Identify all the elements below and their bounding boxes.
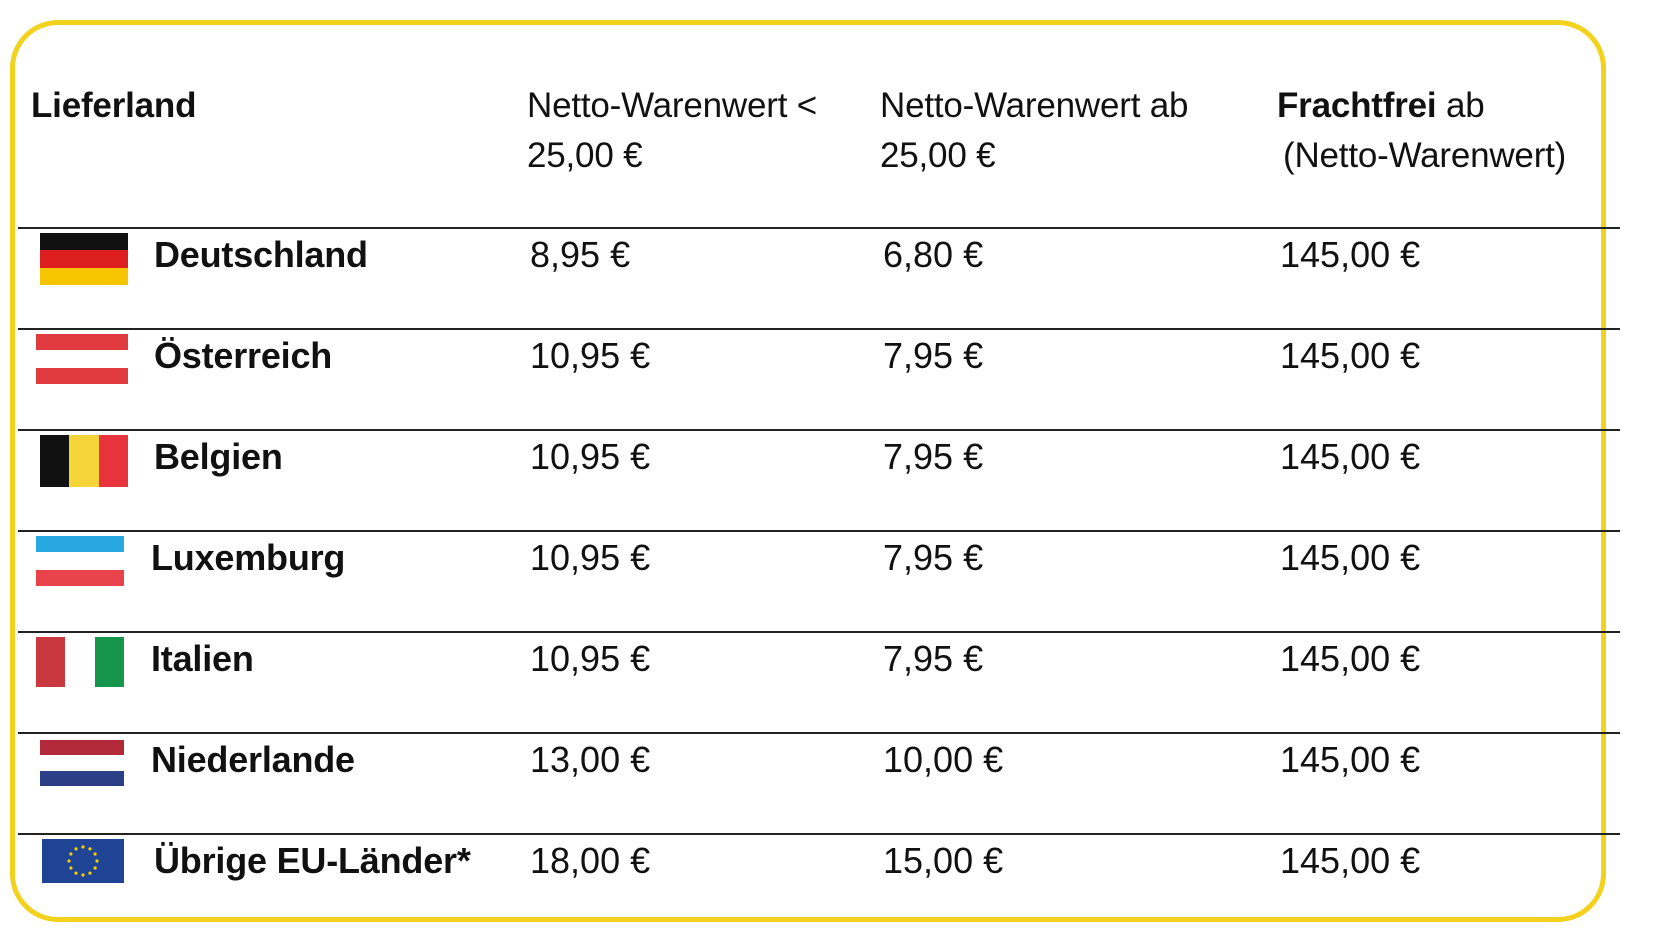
italy-flag-icon [36,637,124,687]
frachtfrei-value: 145,00 € [1280,840,1421,881]
netherlands-flag-icon [40,740,124,786]
price-ab-25: 7,95 € [883,436,984,477]
frachtfrei-value: 145,00 € [1280,537,1421,578]
country-name: Belgien [154,436,283,477]
eu-flag-svg [42,839,124,883]
country-name: Österreich [154,335,333,376]
header-frachtfrei: Frachtfrei ab (Netto-Warenwert) [1277,86,1567,175]
austria-flag-icon [36,334,128,384]
frachtfrei-value: 145,00 € [1280,335,1421,376]
header-netto-ab-25: Netto-Warenwert ab 25,00 € [880,86,1189,175]
belgium-flag-icon [40,435,128,487]
eu-flag-icon [42,839,124,883]
country-name: Niederlande [151,739,355,780]
price-lt-25: 10,95 € [530,638,651,679]
germany-flag-icon [40,233,128,285]
price-lt-25: 10,95 € [530,335,651,376]
table-row: Österreich 10,95 € 7,95 € 145,00 € [18,328,1620,431]
price-ab-25: 10,00 € [883,739,1004,780]
price-ab-25: 6,80 € [883,234,984,275]
luxembourg-flag-icon [36,536,124,586]
table-header: Lieferland Netto-Warenwert < 25,00 € Net… [15,25,1601,227]
price-lt-25: 13,00 € [530,739,651,780]
country-name: Italien [151,638,254,679]
header-lieferland: Lieferland [31,86,197,125]
country-name: Übrige EU-Länder* [154,840,471,881]
frachtfrei-value: 145,00 € [1280,739,1421,780]
table-row: Übrige EU-Länder* 18,00 € 15,00 € 145,00… [18,833,1620,915]
table-row: Italien 10,95 € 7,95 € 145,00 € [18,631,1620,734]
price-lt-25: 10,95 € [530,537,651,578]
table-row: Deutschland 8,95 € 6,80 € 145,00 € [18,227,1620,330]
table-row: Luxemburg 10,95 € 7,95 € 145,00 € [18,530,1620,633]
price-ab-25: 7,95 € [883,638,984,679]
price-lt-25: 18,00 € [530,840,651,881]
country-name: Deutschland [154,234,368,275]
shipping-cost-table: Lieferland Netto-Warenwert < 25,00 € Net… [10,20,1620,922]
table-row: Niederlande 13,00 € 10,00 € 145,00 € [18,732,1620,835]
price-lt-25: 8,95 € [530,234,631,275]
price-lt-25: 10,95 € [530,436,651,477]
header-netto-lt-25: Netto-Warenwert < 25,00 € [527,86,817,175]
frachtfrei-value: 145,00 € [1280,638,1421,679]
country-name: Luxemburg [151,537,346,578]
frachtfrei-value: 145,00 € [1280,436,1421,477]
price-ab-25: 7,95 € [883,537,984,578]
price-ab-25: 15,00 € [883,840,1004,881]
price-ab-25: 7,95 € [883,335,984,376]
frachtfrei-value: 145,00 € [1280,234,1421,275]
table-row: Belgien 10,95 € 7,95 € 145,00 € [18,429,1620,532]
